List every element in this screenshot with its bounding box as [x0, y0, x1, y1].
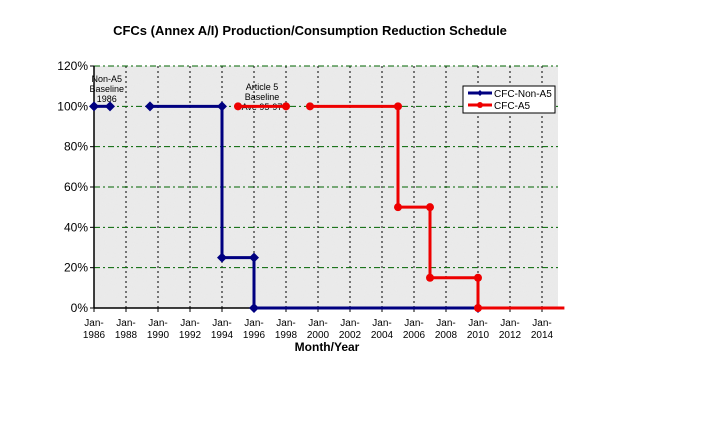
data-point: [282, 102, 290, 111]
series-line-cfc-non-a5: [150, 104, 478, 310]
plot-area: Jan-1986Jan-1988Jan-1990Jan-1992Jan-1994…: [57, 59, 565, 341]
data-point: [217, 101, 227, 112]
data-point: [394, 203, 402, 212]
legend-label: CFC-Non-A5: [494, 89, 552, 100]
x-tick-label: Jan-2014: [531, 318, 554, 341]
x-tick-label-line: Jan-: [84, 318, 103, 329]
x-tick-label: Jan-1986: [83, 318, 106, 341]
x-tick-label-line: 2010: [467, 330, 490, 341]
x-tick-label-line: Jan-: [116, 318, 135, 329]
legend-box: [462, 85, 556, 114]
annotation: Non-A5 Baseline 1986: [90, 74, 125, 104]
x-tick-label-line: Jan-: [308, 318, 327, 329]
x-tick-label-line: 2008: [435, 330, 458, 341]
x-tick-label-line: Jan-: [468, 318, 487, 329]
x-tick-label-line: 2000: [307, 330, 330, 341]
x-tick-label: Jan-2006: [403, 318, 426, 341]
annotation-line: 1986: [97, 94, 117, 104]
x-tick-label-line: 1990: [147, 330, 170, 341]
data-point: [145, 101, 155, 112]
legend-marker: [477, 102, 483, 108]
x-tick-label-line: 1992: [179, 330, 202, 341]
x-tick-label: Jan-2004: [371, 318, 394, 341]
x-tick-label-line: 1998: [275, 330, 298, 341]
data-point: [474, 304, 482, 312]
y-tick-label: 20%: [64, 261, 88, 275]
data-point: [394, 102, 402, 111]
x-tick-label-line: Jan-: [340, 318, 359, 329]
x-tick-label: Jan-1988: [115, 318, 138, 341]
y-tick-label: 60%: [64, 180, 88, 194]
x-tick-label-line: Jan-: [436, 318, 455, 329]
x-tick-label-line: Jan-: [532, 318, 551, 329]
x-tick-label-line: 2006: [403, 330, 426, 341]
data-point: [249, 303, 259, 313]
annotation-line: Non-A5: [92, 74, 123, 84]
x-tick-label: Jan-1990: [147, 318, 170, 341]
x-tick-label-line: Jan-: [148, 318, 167, 329]
y-tick-label: 120%: [57, 59, 88, 73]
x-tick-label-line: 2002: [339, 330, 362, 341]
x-axis-label: Month/Year: [295, 340, 360, 354]
y-tick-label: 80%: [64, 140, 88, 154]
legend-label: CFC-A5: [494, 101, 531, 112]
y-tick-label: 100%: [57, 99, 88, 113]
x-tick-label: Jan-1994: [211, 318, 234, 341]
x-tick-label-line: 2004: [371, 330, 394, 341]
x-tick-label-line: Jan-: [404, 318, 423, 329]
data-point: [426, 203, 434, 212]
x-tick-label-line: 1996: [243, 330, 266, 341]
x-tick-label-line: Jan-: [244, 318, 263, 329]
annotation-line: Article 5: [246, 82, 279, 92]
data-point: [249, 252, 259, 263]
data-point: [89, 101, 99, 112]
data-point: [426, 273, 434, 282]
y-tick-label: 0%: [71, 301, 89, 315]
x-tick-label: Jan-1996: [243, 318, 266, 341]
data-point: [234, 102, 242, 111]
x-tick-label: Jan-2008: [435, 318, 458, 341]
x-tick-label-line: 1994: [211, 330, 234, 341]
x-tick-label: Jan-2000: [307, 318, 330, 341]
x-tick-label-line: 2014: [531, 330, 554, 341]
data-point: [474, 273, 482, 282]
series-line-cfc-a5: [310, 104, 565, 310]
data-point: [217, 252, 227, 263]
x-tick-label: Jan-2002: [339, 318, 362, 341]
data-point: [306, 102, 314, 111]
data-point: [105, 101, 115, 112]
chart-title: CFCs (Annex A/I) Production/Consumption …: [113, 23, 507, 38]
x-tick-label: Jan-1992: [179, 318, 202, 341]
x-tick-label: Jan-2012: [499, 318, 522, 341]
x-tick-label-line: Jan-: [212, 318, 231, 329]
x-tick-label-line: 2012: [499, 330, 522, 341]
x-tick-label: Jan-2010: [467, 318, 490, 341]
annotation-line: Baseline: [245, 92, 280, 102]
x-tick-label-line: 1988: [115, 330, 138, 341]
x-tick-label-line: 1986: [83, 330, 106, 341]
x-tick-label-line: Jan-: [500, 318, 519, 329]
annotation-line: Baseline: [90, 84, 125, 94]
y-tick-label: 40%: [64, 220, 88, 234]
x-tick-label-line: Jan-: [276, 318, 295, 329]
x-tick-label-line: Jan-: [372, 318, 391, 329]
x-tick-label-line: Jan-: [180, 318, 199, 329]
x-tick-label: Jan-1998: [275, 318, 298, 341]
legend-marker: [477, 90, 483, 96]
